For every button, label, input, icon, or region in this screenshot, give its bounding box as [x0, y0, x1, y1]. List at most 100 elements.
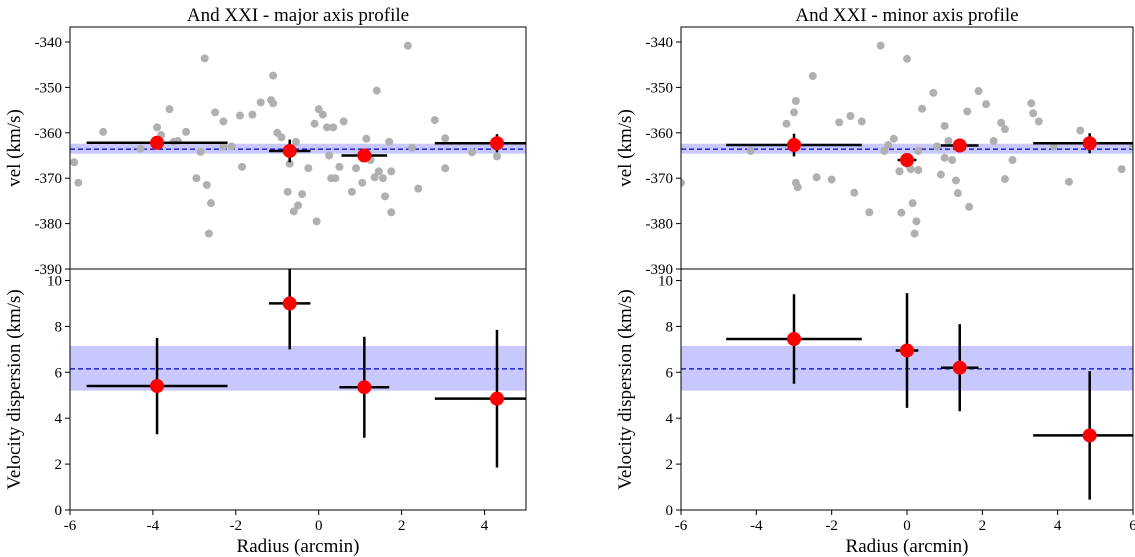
y-tick-label: 0	[55, 503, 63, 519]
star-point	[857, 117, 866, 126]
y-tick-label: 8	[55, 319, 63, 335]
x-tick-label: 6	[1129, 518, 1135, 534]
star-point	[791, 97, 800, 106]
star-point	[206, 199, 215, 208]
star-point	[906, 165, 915, 174]
star-point	[182, 127, 191, 136]
star-point	[289, 207, 298, 216]
bin-point	[282, 143, 297, 158]
bin-point	[952, 360, 967, 375]
star-point	[387, 167, 396, 176]
chart-title: And XXI - minor axis profile	[795, 5, 1018, 26]
y-tick-label: -340	[35, 35, 63, 51]
star-point	[1000, 175, 1009, 184]
star-point	[312, 217, 321, 226]
y-axis-label: Velocity dispersion (km/s)	[4, 289, 25, 490]
star-point	[352, 164, 361, 173]
star-point	[835, 118, 844, 127]
star-point	[897, 208, 906, 217]
star-point	[793, 183, 802, 192]
star-point	[782, 119, 791, 128]
x-tick-label: 2	[979, 518, 987, 534]
star-point	[370, 173, 379, 182]
star-point	[269, 99, 278, 108]
bin-point	[787, 332, 801, 347]
star-point	[74, 178, 83, 187]
x-tick-label: -2	[825, 518, 838, 534]
bin-point	[150, 379, 165, 394]
star-point	[227, 142, 236, 151]
star-point	[953, 189, 962, 198]
star-point	[910, 229, 919, 238]
star-point	[165, 105, 174, 114]
y-tick-label: 8	[666, 319, 674, 335]
y-tick-label: 2	[55, 457, 63, 473]
star-point	[936, 170, 945, 179]
star-point	[918, 104, 927, 113]
y-tick-label: -370	[646, 171, 674, 187]
y-tick-label: -360	[35, 126, 63, 142]
y-tick-label: -370	[35, 171, 63, 187]
y-tick-label: 4	[55, 411, 63, 427]
y-axis-label: vel (km/s)	[4, 109, 25, 187]
star-point	[202, 181, 211, 190]
star-point	[219, 117, 228, 126]
star-point	[940, 121, 949, 130]
axes-frame	[69, 268, 527, 511]
y-tick-label: 10	[658, 273, 673, 289]
star-point	[963, 107, 972, 116]
bin-point	[357, 148, 372, 163]
star-point	[746, 146, 755, 155]
star-point	[808, 72, 817, 81]
star-point	[314, 105, 323, 114]
star-point	[385, 137, 394, 146]
star-point	[378, 174, 387, 183]
axes	[70, 269, 526, 468]
y-tick-label: -350	[35, 80, 63, 96]
star-point	[790, 108, 798, 117]
x-tick-label: 4	[1054, 518, 1062, 534]
y-tick-label: -380	[35, 217, 63, 233]
y-tick-label: 6	[55, 365, 63, 381]
star-point	[196, 147, 205, 156]
star-point	[291, 137, 300, 146]
star-point	[277, 133, 286, 142]
star-point	[70, 158, 79, 167]
star-point	[965, 202, 974, 211]
bin-point	[357, 380, 372, 395]
star-point	[285, 159, 294, 168]
y-tick-label: -390	[35, 262, 63, 278]
star-point	[1029, 109, 1038, 118]
star-point	[846, 111, 855, 120]
star-point	[248, 110, 257, 119]
star-point	[136, 144, 145, 153]
x-axis-label: Radius (arcmin)	[846, 536, 969, 557]
star-point	[339, 117, 348, 126]
star-point	[403, 41, 412, 50]
bin-point	[489, 136, 504, 151]
y-tick-label: 10	[47, 273, 62, 289]
bin-point	[282, 296, 297, 311]
axes	[681, 293, 1133, 500]
star-point	[219, 142, 228, 151]
star-point	[408, 143, 416, 152]
star-point	[374, 167, 383, 176]
star-point	[430, 116, 439, 125]
star-point	[204, 229, 213, 238]
y-tick-label: 0	[666, 503, 674, 519]
star-point	[192, 174, 201, 183]
bin-point	[787, 138, 801, 153]
star-point	[99, 127, 108, 136]
y-tick-label: 6	[666, 365, 674, 381]
star-point	[362, 134, 371, 143]
star-point	[492, 152, 501, 161]
bin-point	[900, 343, 914, 358]
star-point	[441, 134, 450, 143]
star-point	[347, 187, 356, 196]
star-point	[323, 123, 332, 132]
star-point	[982, 100, 991, 109]
star-point	[903, 54, 911, 63]
star-point	[889, 134, 898, 143]
star-point	[331, 174, 340, 183]
